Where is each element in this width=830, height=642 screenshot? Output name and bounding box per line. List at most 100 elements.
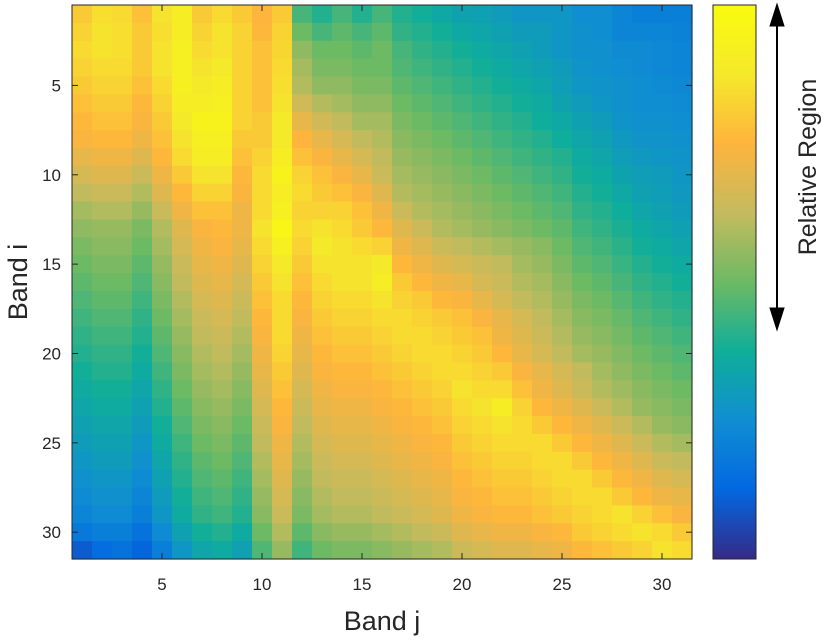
heatmap-cell	[92, 344, 113, 364]
heatmap-cell	[472, 398, 493, 417]
heatmap-cell	[372, 130, 393, 149]
heatmap-cell	[632, 112, 653, 131]
heatmap-cell	[312, 165, 333, 185]
heatmap-cell	[252, 147, 273, 167]
heatmap-cell	[672, 165, 693, 185]
heatmap-cell	[352, 451, 373, 471]
heatmap-cell	[452, 505, 473, 524]
heatmap-cell	[592, 398, 613, 417]
heatmap-cell	[512, 219, 533, 238]
heatmap-cell	[412, 5, 433, 24]
heatmap-cell	[232, 290, 253, 310]
heatmap-cell	[332, 58, 353, 78]
heatmap-cell	[72, 308, 93, 328]
heatmap-cell	[152, 380, 173, 399]
heatmap-cell	[572, 201, 593, 221]
heatmap-cell	[612, 147, 633, 167]
heatmap-cell	[552, 40, 573, 60]
heatmap-cell	[172, 433, 193, 453]
heatmap-cell	[652, 362, 673, 381]
heatmap-cell	[472, 541, 493, 560]
heatmap-cell	[232, 541, 253, 560]
heatmap-cell	[112, 237, 133, 256]
heatmap-cell	[652, 273, 673, 292]
heatmap-cell	[512, 255, 533, 274]
heatmap-cell	[132, 541, 153, 560]
heatmap-cell	[472, 165, 493, 185]
heatmap-cell	[432, 237, 453, 256]
heatmap-cell	[652, 165, 673, 185]
heatmap-cell	[172, 344, 193, 364]
heatmap-cell	[112, 523, 133, 542]
heatmap-cell	[212, 255, 233, 274]
heatmap-cell	[252, 273, 273, 292]
heatmap-cell	[252, 76, 273, 95]
heatmap-cell	[632, 326, 653, 346]
heatmap-cell	[232, 255, 253, 274]
heatmap-cell	[152, 290, 173, 310]
heatmap-cell	[412, 398, 433, 417]
heatmap-cell	[332, 94, 353, 113]
heatmap-cell	[452, 362, 473, 381]
heatmap-cell	[472, 273, 493, 292]
heatmap-cell	[272, 58, 293, 78]
heatmap-cell	[232, 308, 253, 328]
heatmap-cell	[612, 219, 633, 238]
heatmap-cell	[412, 147, 433, 167]
heatmap-cell	[452, 416, 473, 435]
heatmap-cell	[432, 255, 453, 274]
heatmap-cell	[172, 541, 193, 560]
heatmap-cell	[232, 112, 253, 131]
heatmap-cell	[212, 416, 233, 435]
heatmap-cell	[612, 451, 633, 471]
heatmap-cell	[352, 344, 373, 364]
heatmap-cell	[332, 273, 353, 292]
heatmap-cell	[272, 451, 293, 471]
heatmap-cell	[672, 183, 693, 203]
heatmap-cell	[92, 433, 113, 453]
heatmap-cell	[172, 362, 193, 381]
heatmap-cell	[392, 433, 413, 453]
heatmap-cell	[172, 416, 193, 435]
heatmap-cell	[92, 201, 113, 221]
heatmap-cell	[532, 94, 553, 113]
heatmap-cell	[172, 487, 193, 506]
heatmap-cell	[432, 147, 453, 167]
heatmap-cell	[432, 58, 453, 78]
heatmap-cell	[232, 94, 253, 113]
heatmap-cell	[252, 112, 273, 131]
heatmap-cell	[152, 505, 173, 524]
heatmap-cell	[492, 523, 513, 542]
heatmap-cell	[272, 541, 293, 560]
heatmap-cell	[552, 541, 573, 560]
heatmap-cell	[112, 326, 133, 346]
heatmap-cell	[312, 58, 333, 78]
heatmap-cell	[252, 505, 273, 524]
heatmap-cell	[532, 362, 553, 381]
heatmap-cell	[512, 416, 533, 435]
heatmap-cell	[112, 362, 133, 381]
heatmap-cell	[412, 380, 433, 399]
heatmap-cell	[352, 112, 373, 131]
heatmap-cell	[592, 505, 613, 524]
heatmap-cell	[172, 130, 193, 149]
heatmap-cell	[372, 380, 393, 399]
heatmap-cell	[672, 255, 693, 274]
heatmap-cell	[112, 94, 133, 113]
heatmap-cell	[172, 58, 193, 78]
heatmap-cell	[192, 541, 213, 560]
heatmap-cell	[672, 308, 693, 328]
heatmap-cell	[652, 130, 673, 149]
heatmap-cell	[472, 5, 493, 24]
heatmap-cell	[292, 165, 313, 185]
heatmap-cell	[412, 22, 433, 42]
heatmap-cell	[332, 362, 353, 381]
heatmap-cell	[652, 326, 673, 346]
heatmap-cell	[172, 201, 193, 221]
heatmap-cell	[592, 219, 613, 238]
heatmap-cell	[452, 487, 473, 506]
heatmap-cell	[372, 469, 393, 489]
heatmap-cell	[452, 22, 473, 42]
heatmap-cell	[592, 40, 613, 60]
heatmap-cell	[552, 380, 573, 399]
